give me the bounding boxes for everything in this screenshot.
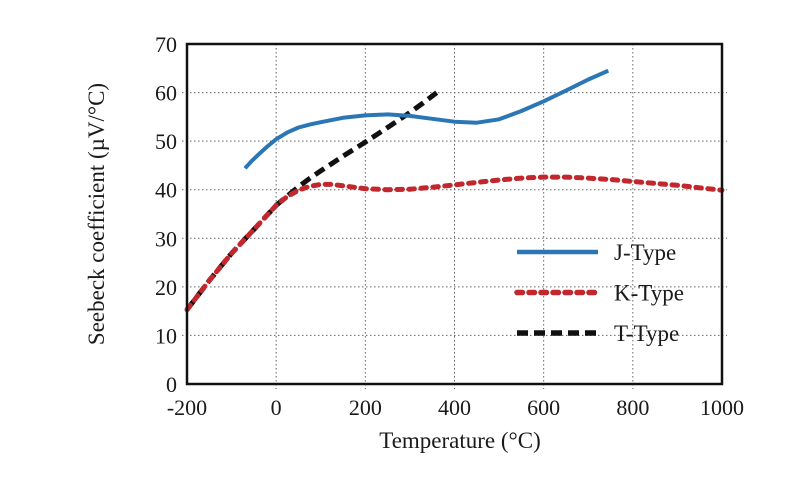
x-tick-label: 800 xyxy=(616,395,649,420)
x-tick-label: 400 xyxy=(438,395,471,420)
x-tick-label: -200 xyxy=(167,395,207,420)
y-tick-label: 70 xyxy=(155,32,177,57)
chart-generated: -200 0 200 400 600 800 1000010203040506070J-Ty… xyxy=(155,32,744,420)
legend-label-j-type: J-Type xyxy=(614,240,676,265)
y-tick-label: 50 xyxy=(155,129,177,154)
y-tick-label: 20 xyxy=(155,275,177,300)
series-line-j-type xyxy=(243,68,610,170)
x-axis-title: Temperature (°C) xyxy=(379,428,540,453)
series-line-t-type xyxy=(185,90,439,312)
x-tick-label: 1000 xyxy=(700,395,744,420)
x-tick-label: 200 xyxy=(349,395,382,420)
y-axis-title: Seebeck coefficient (µV/°C) xyxy=(84,83,109,345)
series-line-k-type xyxy=(184,174,725,313)
y-tick-label: 30 xyxy=(155,226,177,251)
y-tick-label: 60 xyxy=(155,81,177,106)
x-tick-label: 0 xyxy=(271,395,282,420)
legend-label-t-type: T-Type xyxy=(614,321,679,346)
y-tick-label: 0 xyxy=(166,372,177,397)
y-tick-label: 40 xyxy=(155,178,177,203)
legend-label-k-type: K-Type xyxy=(614,281,684,306)
x-tick-label: 600 xyxy=(527,395,560,420)
y-tick-label: 10 xyxy=(155,323,177,348)
plot-border xyxy=(185,42,724,386)
